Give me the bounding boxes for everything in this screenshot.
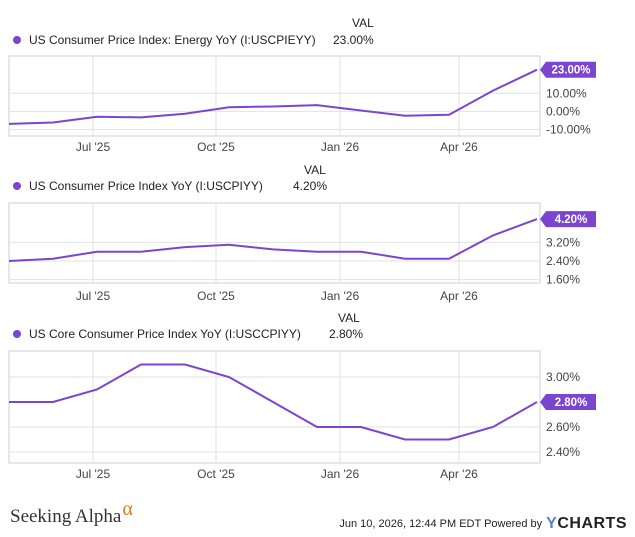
legend-label: US Core Consumer Price Index YoY (I:USCC… [29, 327, 301, 341]
ycharts-wordmark: CHARTS [557, 515, 627, 532]
val-header: VAL [338, 311, 360, 325]
badge-shape [540, 394, 596, 410]
badge-shape [540, 61, 596, 78]
current-value: 23.00% [333, 33, 374, 47]
panel-energy: VAL US Consumer Price Index: Energy YoY … [8, 16, 596, 154]
x-tick-labels: Jul '25 Oct '25 Jan '26 Apr '26 [76, 140, 478, 154]
legend-marker [13, 330, 21, 338]
y-tick-label: 1.60% [546, 273, 580, 287]
x-tick-label: Jul '25 [76, 140, 111, 154]
x-tick-label: Apr '26 [440, 140, 478, 154]
x-tick-label: Oct '25 [197, 140, 235, 154]
y-tick-label: 0.00% [546, 104, 580, 118]
y-grid [10, 92, 539, 131]
y-tick-label: 2.60% [546, 420, 580, 434]
seeking-alpha-logo: Seeking Alphaα [10, 498, 133, 528]
badge-shape [540, 211, 596, 228]
series-line-cpi [8, 218, 538, 262]
legend-marker [13, 36, 21, 44]
charts-canvas: VAL US Consumer Price Index: Energy YoY … [8, 16, 596, 481]
plot-frame [8, 350, 541, 464]
last-value-badge: 4.20% [540, 211, 596, 228]
plot-frame [8, 55, 541, 137]
panel-cpi: VAL US Consumer Price Index YoY (I:USCPI… [8, 163, 596, 303]
x-grid [92, 57, 460, 135]
x-tick-label: Oct '25 [197, 289, 235, 303]
y-tick-label: -10.00% [546, 123, 591, 137]
x-tick-labels: Jul '25 Oct '25 Jan '26 Apr '26 [76, 467, 478, 481]
x-grid [92, 352, 460, 462]
series-line-core-cpi [9, 363, 538, 441]
attribution: Jun 10, 2026, 12:44 PM EDT Powered by YC… [339, 515, 627, 533]
x-tick-label: Oct '25 [197, 467, 235, 481]
y-grid [10, 241, 539, 281]
legend-marker [13, 182, 21, 190]
y-tick-label: 3.20% [546, 235, 580, 249]
alpha-icon: α [122, 498, 133, 520]
last-value-badge: 23.00% [540, 61, 596, 78]
y-tick-labels: 3.20% 2.40% 1.60% [546, 235, 580, 286]
x-tick-label: Jul '25 [76, 289, 111, 303]
badge-label: 2.80% [555, 397, 588, 409]
panel-core-cpi: VAL US Core Consumer Price Index YoY (I:… [8, 311, 596, 481]
x-tick-labels: Jul '25 Oct '25 Jan '26 Apr '26 [76, 289, 478, 303]
val-header: VAL [352, 16, 374, 30]
badge-label: 23.00% [551, 65, 590, 77]
y-tick-labels: 10.00% 0.00% -10.00% [546, 86, 591, 136]
last-value-badge: 2.80% [540, 394, 596, 410]
legend-label: US Consumer Price Index: Energy YoY (I:U… [29, 33, 316, 47]
y-grid [10, 376, 539, 453]
y-tick-labels: 3.00% 2.60% 2.40% [546, 370, 580, 459]
x-tick-label: Apr '26 [440, 289, 478, 303]
ycharts-y-icon: Y [546, 515, 558, 532]
logo-text: Seeking Alpha [10, 506, 122, 527]
y-tick-label: 3.00% [546, 370, 580, 384]
y-tick-label: 2.40% [546, 254, 580, 268]
series-line-energy [8, 68, 538, 125]
current-value: 2.80% [329, 327, 363, 341]
y-tick-label: 10.00% [546, 86, 587, 100]
legend-label: US Consumer Price Index YoY (I:USCPIYY) [29, 179, 263, 193]
x-tick-label: Apr '26 [440, 467, 478, 481]
plot-frame [8, 202, 541, 284]
x-tick-label: Jan '26 [321, 140, 360, 154]
timestamp: Jun 10, 2026, 12:44 PM EDT Powered by [339, 518, 543, 530]
x-tick-label: Jul '25 [76, 467, 111, 481]
y-tick-label: 2.40% [546, 445, 580, 459]
x-grid [92, 204, 460, 282]
x-tick-label: Jan '26 [321, 467, 360, 481]
x-tick-label: Jan '26 [321, 289, 360, 303]
ycharts-logo: YCHARTS [546, 515, 627, 533]
val-header: VAL [304, 163, 326, 177]
current-value: 4.20% [293, 179, 327, 193]
badge-label: 4.20% [555, 214, 588, 226]
